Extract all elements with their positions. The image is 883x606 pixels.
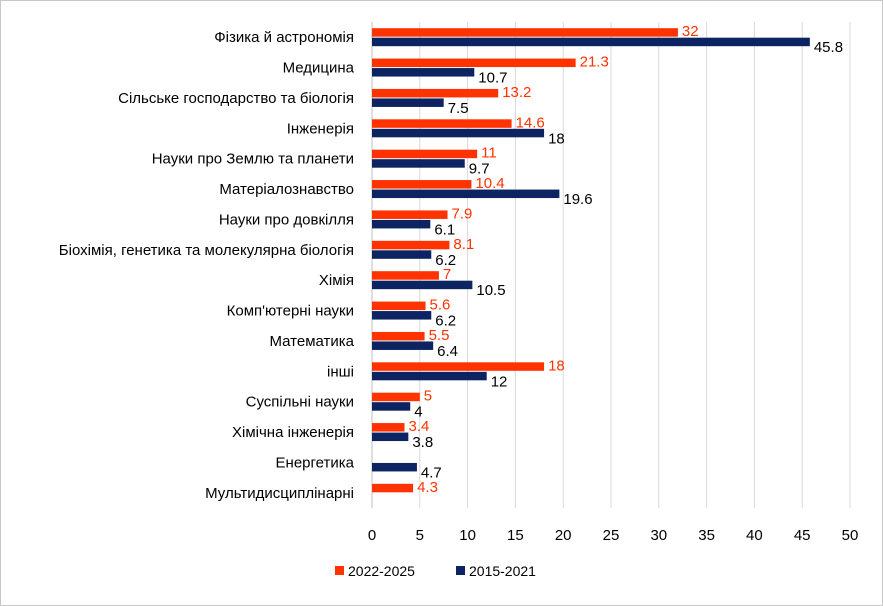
data-label-2015-2021: 6.2: [435, 313, 456, 330]
x-tick-label: 40: [746, 527, 763, 544]
bar-2022-2025: [372, 362, 545, 371]
legend: 2022-2025 2015-2021: [335, 563, 536, 579]
data-label-2022-2025: 5.5: [429, 327, 450, 344]
bar-2022-2025: [372, 88, 499, 98]
bar-2022-2025: [372, 180, 472, 189]
data-label-2022-2025: 5: [424, 388, 432, 405]
data-labels: 3245.821.310.713.27.514.618119.710.419.6…: [409, 23, 844, 496]
x-tick-label: 25: [603, 527, 620, 544]
bar-2022-2025: [372, 58, 576, 68]
data-label-2022-2025: 13.2: [502, 84, 531, 101]
x-tick-labels: 0 5 10 15 20 25 30 35 40 45 50: [368, 527, 859, 544]
bar-2015-2021: [372, 98, 444, 107]
data-label-2015-2021: 12: [491, 373, 508, 390]
category-label: Науки про Землю та планети: [152, 151, 354, 168]
x-tick-label: 0: [368, 527, 376, 544]
category-label: Мультидисциплінарні: [205, 485, 354, 502]
x-tick-label: 30: [650, 527, 667, 544]
legend-label-2022-2025: 2022-2025: [348, 563, 415, 579]
category-labels: Фізика й астрономія Медицина Сільське госп…: [59, 29, 355, 502]
bar-2015-2021: [372, 402, 411, 411]
data-label-2022-2025: 7.9: [452, 205, 473, 222]
category-label: Медицина: [283, 60, 355, 77]
data-label-2015-2021: 9.7: [469, 161, 490, 178]
bar-2022-2025: [372, 331, 425, 341]
bar-2015-2021: [372, 341, 434, 350]
x-tick-label: 10: [459, 527, 476, 544]
category-label: Матеріалознавство: [219, 181, 354, 198]
bar-2015-2021: [372, 219, 431, 229]
bar-2015-2021: [372, 432, 409, 442]
x-tick-label: 5: [416, 527, 424, 544]
data-label-2022-2025: 8.1: [453, 236, 474, 253]
data-label-2015-2021: 3.8: [412, 434, 433, 451]
data-label-2015-2021: 19.6: [563, 191, 592, 208]
data-label-2022-2025: 18: [548, 357, 565, 374]
data-label-2022-2025: 21.3: [580, 54, 609, 71]
bar-2015-2021: [372, 371, 487, 381]
bar-2015-2021: [372, 462, 417, 472]
data-label-2015-2021: 4: [414, 404, 422, 421]
data-label-2015-2021: 45.8: [814, 39, 843, 56]
bar-2022-2025: [372, 483, 414, 493]
category-label: Суспільні науки: [246, 394, 354, 411]
data-label-2022-2025: 3.4: [409, 418, 430, 435]
data-label-2015-2021: 4.7: [421, 464, 442, 481]
category-label: Науки про довкілля: [219, 211, 354, 228]
category-label: Математика: [269, 333, 354, 350]
bar-2015-2021: [372, 280, 473, 290]
data-label-2022-2025: 10.4: [475, 175, 504, 192]
x-tick-label: 35: [698, 527, 715, 544]
x-tick-label: 45: [794, 527, 811, 544]
bar-2015-2021: [372, 250, 432, 259]
bar-2022-2025: [372, 149, 478, 159]
data-label-2015-2021: 6.4: [437, 343, 458, 360]
category-label: Сільське господарство та біологія: [118, 90, 354, 107]
data-label-2022-2025: 14.6: [516, 114, 545, 131]
bar-2015-2021: [372, 68, 475, 77]
category-label: Хімія: [319, 272, 354, 289]
legend-swatch-2015-2021: [456, 566, 465, 575]
bar-2015-2021: [372, 189, 560, 199]
data-label-2015-2021: 18: [548, 130, 565, 147]
data-label-2015-2021: 7.5: [448, 100, 469, 117]
data-label-2015-2021: 10.5: [476, 282, 505, 299]
bar-2022-2025: [372, 119, 512, 128]
data-label-2015-2021: 6.2: [435, 252, 456, 269]
data-label-2022-2025: 4.3: [417, 479, 438, 496]
x-tick-label: 15: [507, 527, 524, 544]
category-label: Біохімія, генетика та молекулярна біолог…: [59, 242, 354, 259]
bar-2022-2025: [372, 271, 439, 280]
data-label-2022-2025: 7: [443, 266, 451, 283]
bars: [372, 28, 810, 493]
bar-2022-2025: [372, 423, 405, 432]
category-label: Енергетика: [276, 454, 355, 471]
data-label-2015-2021: 10.7: [478, 70, 507, 87]
data-label-2022-2025: 11: [481, 145, 497, 162]
bar-2015-2021: [372, 37, 810, 47]
bar-2015-2021: [372, 311, 432, 320]
data-label-2015-2021: 6.1: [434, 221, 455, 238]
bar-2015-2021: [372, 159, 465, 168]
legend-swatch-2022-2025: [335, 566, 344, 575]
category-label: Комп'ютерні науки: [227, 303, 354, 320]
x-tick-label: 50: [842, 527, 859, 544]
bar-2022-2025: [372, 301, 426, 311]
category-label: Хімічна інженерія: [232, 424, 354, 441]
legend-label-2015-2021: 2015-2021: [469, 563, 536, 579]
bar-2022-2025: [372, 240, 450, 250]
bar-2022-2025: [372, 392, 420, 402]
category-label: Фізика й астрономія: [214, 29, 354, 46]
category-label: інші: [327, 363, 354, 380]
x-tick-label: 20: [555, 527, 572, 544]
bar-2022-2025: [372, 28, 678, 37]
data-label-2022-2025: 32: [682, 23, 699, 40]
category-label: Інженерія: [287, 120, 354, 137]
bar-2022-2025: [372, 210, 448, 219]
bar-2015-2021: [372, 128, 545, 138]
data-label-2022-2025: 5.6: [430, 297, 451, 314]
